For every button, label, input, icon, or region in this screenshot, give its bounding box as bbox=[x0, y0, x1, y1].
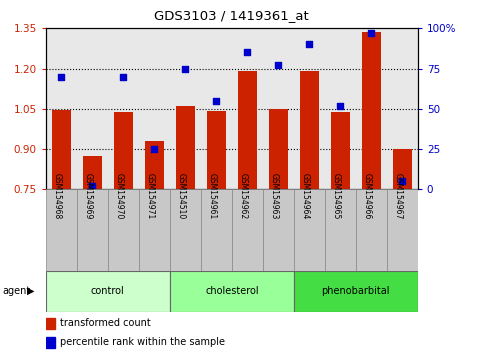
Bar bbox=[77, 189, 108, 271]
Bar bbox=[300, 71, 319, 189]
Bar bbox=[269, 109, 288, 189]
Text: GSM154970: GSM154970 bbox=[114, 173, 123, 219]
Bar bbox=[46, 337, 55, 348]
Text: GSM154969: GSM154969 bbox=[84, 173, 92, 219]
Bar bbox=[52, 110, 71, 189]
Text: GSM154967: GSM154967 bbox=[393, 173, 402, 219]
Point bbox=[305, 42, 313, 47]
Text: GDS3103 / 1419361_at: GDS3103 / 1419361_at bbox=[155, 10, 309, 22]
Text: GSM154510: GSM154510 bbox=[176, 173, 185, 219]
Text: control: control bbox=[91, 286, 125, 296]
Bar bbox=[238, 71, 256, 189]
Text: ▶: ▶ bbox=[27, 286, 34, 296]
Bar bbox=[170, 271, 294, 312]
Bar bbox=[331, 112, 350, 189]
Text: GSM154965: GSM154965 bbox=[331, 173, 341, 219]
Bar bbox=[362, 32, 381, 189]
Bar bbox=[294, 189, 325, 271]
Point bbox=[151, 146, 158, 152]
Text: GSM154966: GSM154966 bbox=[362, 173, 371, 219]
Bar bbox=[263, 189, 294, 271]
Bar bbox=[232, 189, 263, 271]
Bar bbox=[201, 189, 232, 271]
Bar bbox=[108, 189, 139, 271]
Text: GSM154963: GSM154963 bbox=[270, 173, 278, 219]
Text: GSM154964: GSM154964 bbox=[300, 173, 309, 219]
Text: cholesterol: cholesterol bbox=[205, 286, 259, 296]
Bar bbox=[294, 271, 418, 312]
Text: phenobarbital: phenobarbital bbox=[322, 286, 390, 296]
Text: GSM154971: GSM154971 bbox=[145, 173, 155, 219]
Bar bbox=[83, 156, 102, 189]
Point bbox=[213, 98, 220, 104]
Point bbox=[88, 183, 96, 189]
Point bbox=[182, 66, 189, 72]
Point bbox=[57, 74, 65, 80]
Bar bbox=[114, 112, 133, 189]
Point bbox=[337, 103, 344, 108]
Bar bbox=[207, 111, 226, 189]
Point bbox=[368, 30, 375, 36]
Text: transformed count: transformed count bbox=[60, 318, 151, 328]
Bar bbox=[139, 189, 170, 271]
Bar bbox=[176, 106, 195, 189]
Bar bbox=[356, 189, 387, 271]
Text: GSM154961: GSM154961 bbox=[207, 173, 216, 219]
Bar bbox=[170, 189, 201, 271]
Bar bbox=[46, 189, 77, 271]
Bar bbox=[145, 141, 164, 189]
Point bbox=[398, 178, 406, 184]
Text: agent: agent bbox=[2, 286, 30, 296]
Bar bbox=[393, 149, 412, 189]
Bar bbox=[325, 189, 356, 271]
Text: GSM154968: GSM154968 bbox=[52, 173, 61, 219]
Bar bbox=[46, 271, 170, 312]
Point bbox=[243, 50, 251, 55]
Text: percentile rank within the sample: percentile rank within the sample bbox=[60, 337, 225, 347]
Bar bbox=[46, 318, 55, 329]
Point bbox=[119, 74, 127, 80]
Point bbox=[274, 63, 282, 68]
Text: GSM154962: GSM154962 bbox=[238, 173, 247, 219]
Bar bbox=[387, 189, 418, 271]
